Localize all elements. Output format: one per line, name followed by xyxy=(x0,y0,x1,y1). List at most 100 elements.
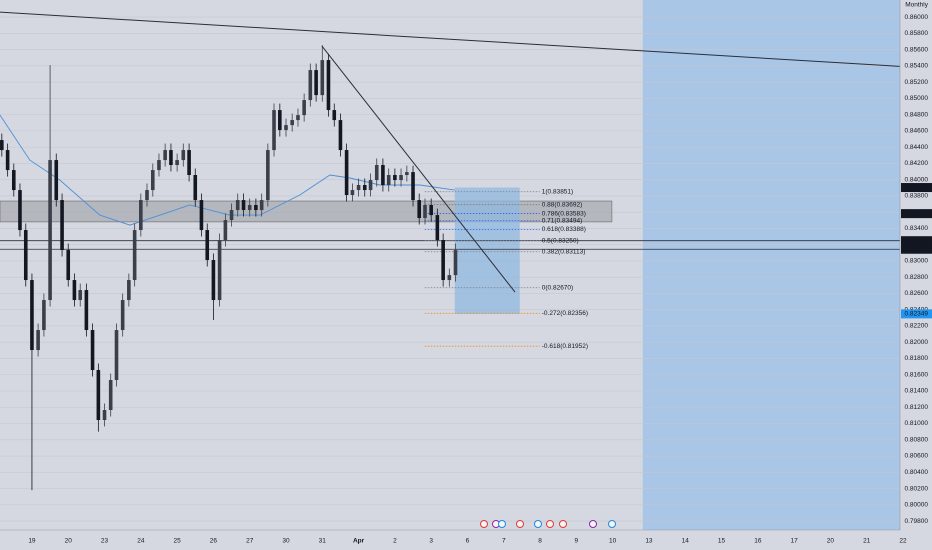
x-tick-label: 23 xyxy=(101,538,109,545)
price-label: 0.82349 xyxy=(905,311,929,318)
time-highlight xyxy=(642,0,900,530)
candle-body xyxy=(60,200,64,251)
candle-body xyxy=(54,160,59,201)
candle-body xyxy=(11,170,16,191)
candle-body xyxy=(66,250,71,281)
candle-body xyxy=(36,330,40,351)
event-icon xyxy=(546,520,554,528)
candle-body xyxy=(368,180,373,191)
candle-body xyxy=(338,120,343,151)
candle-body xyxy=(23,230,28,281)
candle-body xyxy=(241,200,246,211)
fib-label: 0.71(0.83494) xyxy=(542,217,582,224)
candle-body xyxy=(405,172,409,176)
candle-body xyxy=(193,175,198,201)
x-tick-label: 19 xyxy=(28,538,36,545)
y-tick-label: 0.80000 xyxy=(905,502,929,509)
candle-body xyxy=(381,165,385,186)
y-tick-label: 0.80200 xyxy=(905,485,929,492)
candle-body xyxy=(423,205,427,219)
x-tick-label: 21 xyxy=(863,538,871,545)
price-label-box xyxy=(901,309,932,319)
candle-body xyxy=(163,150,167,161)
event-icon xyxy=(559,520,567,528)
candle-body xyxy=(205,230,210,261)
y-tick-label: 0.84800 xyxy=(905,111,929,118)
fib-label: 0(0.82670) xyxy=(542,284,573,291)
candle-body xyxy=(157,160,161,171)
candle-body xyxy=(278,110,282,131)
y-tick-label: 0.82800 xyxy=(905,274,929,281)
candle-body xyxy=(308,70,313,101)
event-icon xyxy=(534,520,542,528)
y-tick-label: 0.85200 xyxy=(905,79,929,86)
candle-body xyxy=(447,275,452,281)
candle-body xyxy=(386,175,391,186)
candle-body xyxy=(290,120,294,126)
x-tick-label: Apr xyxy=(353,538,365,545)
candle-body xyxy=(78,290,83,301)
y-tick-label: 0.85800 xyxy=(905,30,929,37)
x-tick-label: 22 xyxy=(899,538,907,545)
candle-body xyxy=(169,150,173,166)
candle-body xyxy=(296,115,300,121)
y-tick-label: 0.85000 xyxy=(905,95,929,102)
y-tick-label: 0.85400 xyxy=(905,63,929,70)
x-tick-label: 25 xyxy=(173,538,181,545)
candle-body xyxy=(120,300,125,331)
fib-label: -0.618(0.81952) xyxy=(542,343,588,350)
y-tick-label: 0.80800 xyxy=(905,436,929,443)
y-tick-label: 0.80400 xyxy=(905,469,929,476)
fib-label: 0.5(0.83250) xyxy=(542,237,579,244)
candle-body xyxy=(229,210,234,221)
candle-body xyxy=(84,290,89,331)
x-tick-label: 20 xyxy=(827,538,835,545)
candle-body xyxy=(139,200,143,231)
candle-body xyxy=(48,160,52,301)
price-label-box xyxy=(901,183,932,193)
price-label-box xyxy=(901,244,932,254)
x-tick-label: 20 xyxy=(65,538,73,545)
y-tick-label: 0.86000 xyxy=(905,14,929,21)
candle-body xyxy=(393,175,397,181)
x-tick-label: 30 xyxy=(282,538,290,545)
candle-body xyxy=(42,300,46,331)
price-label: 0.83144 xyxy=(905,246,929,253)
interval-label: Monthly xyxy=(905,2,929,9)
x-tick-label: 17 xyxy=(791,538,799,545)
fib-label: 0.382(0.83113) xyxy=(542,248,586,255)
y-tick-label: 0.83400 xyxy=(905,225,929,232)
fib-label: 1(0.83851) xyxy=(542,188,573,195)
x-tick-label: 9 xyxy=(575,538,579,545)
fib-label: -0.272(0.82356) xyxy=(542,310,588,317)
candle-body xyxy=(102,410,107,421)
y-tick-label: 0.81600 xyxy=(905,371,929,378)
candle-body xyxy=(362,185,367,191)
candle-body xyxy=(114,330,119,381)
candle-body xyxy=(284,125,288,131)
candle-body xyxy=(344,150,349,196)
y-tick-label: 0.84600 xyxy=(905,128,929,135)
candle-body xyxy=(211,260,216,301)
fib-label: 0.618(0.83388) xyxy=(542,226,586,233)
candle-body xyxy=(181,150,186,161)
candle-body xyxy=(356,185,361,191)
candle-body xyxy=(132,230,137,281)
candle-body xyxy=(187,150,191,176)
y-tick-label: 0.81400 xyxy=(905,388,929,395)
x-tick-label: 31 xyxy=(319,538,327,545)
candle-body xyxy=(175,160,179,166)
event-icon xyxy=(589,520,597,528)
candle-body xyxy=(5,150,10,171)
candle-body xyxy=(350,190,355,196)
price-label-box xyxy=(901,236,932,246)
event-icon xyxy=(516,520,524,528)
position-box xyxy=(454,187,520,314)
y-tick-label: 0.82200 xyxy=(905,323,929,330)
candle-body xyxy=(145,190,149,201)
candle-body xyxy=(30,280,34,351)
event-icon xyxy=(480,520,488,528)
candle-body xyxy=(266,150,270,201)
